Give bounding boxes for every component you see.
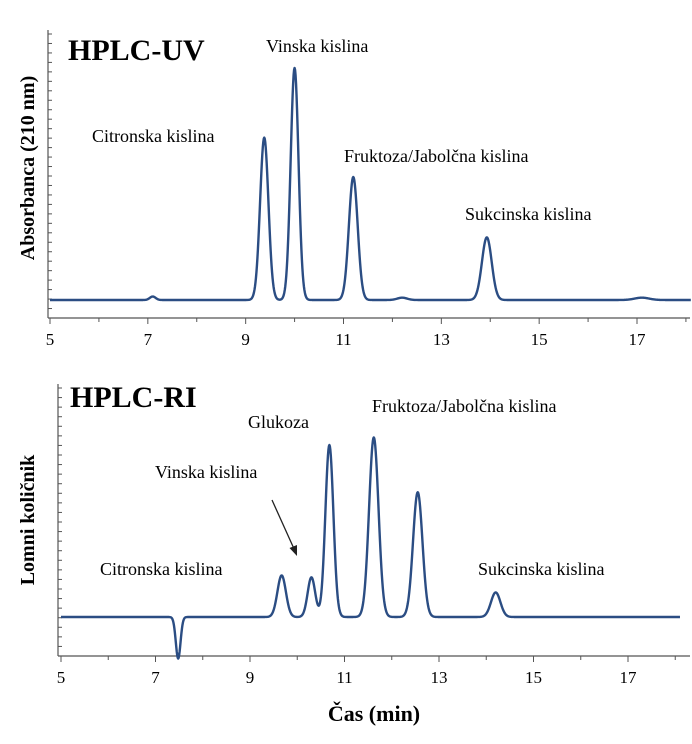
ri-panel: HPLC-RI Lomni količnik 5 7 9 11 13 15 17 Gluko… bbox=[17, 381, 690, 726]
ri-label-fruktoza-jabolcna: Fruktoza/Jabolčna kislina bbox=[372, 396, 556, 416]
ri-label-glukoza: Glukoza bbox=[248, 412, 309, 432]
ri-y-axis-label: Lomni količnik bbox=[17, 454, 39, 585]
uv-y-axis-label: Absorbanca (210 nm) bbox=[17, 76, 39, 260]
ri-x-axis-label: Čas (min) bbox=[328, 701, 420, 726]
ri-x-ticks: 5 7 9 11 13 15 17 bbox=[57, 656, 676, 687]
uv-panel: HPLC-UV Absorbanca (210 nm) 5 7 9 11 13 15 17 … bbox=[17, 30, 692, 349]
uv-trace-line bbox=[49, 66, 692, 302]
ri-label-sukcinska: Sukcinska kislina bbox=[478, 559, 605, 579]
uv-panel-title: HPLC-UV bbox=[68, 34, 205, 67]
uv-x-tick-label-7: 7 bbox=[144, 330, 153, 349]
ri-y-ticks bbox=[58, 387, 62, 657]
uv-x-tick-label-9: 9 bbox=[241, 330, 250, 349]
uv-x-tick-label-15: 15 bbox=[531, 330, 548, 349]
uv-x-tick-label-13: 13 bbox=[433, 330, 450, 349]
uv-y-ticks bbox=[48, 33, 52, 319]
ri-trace-line bbox=[60, 436, 681, 660]
ri-label-citronska: Citronska kislina bbox=[100, 559, 223, 579]
ri-label-vinska: Vinska kislina bbox=[155, 462, 257, 482]
uv-label-vinska: Vinska kislina bbox=[266, 36, 368, 56]
ri-x-tick-label-17: 17 bbox=[620, 668, 638, 687]
uv-label-sukcinska: Sukcinska kislina bbox=[465, 204, 592, 224]
ri-x-tick-label-15: 15 bbox=[525, 668, 542, 687]
uv-x-tick-label-11: 11 bbox=[335, 330, 351, 349]
uv-label-citronska: Citronska kislina bbox=[92, 126, 215, 146]
ri-arrow-vinska bbox=[271, 499, 297, 556]
ri-x-tick-label-13: 13 bbox=[431, 668, 448, 687]
uv-x-tick-label-17: 17 bbox=[629, 330, 647, 349]
ri-panel-title: HPLC-RI bbox=[70, 381, 197, 414]
ri-x-tick-label-9: 9 bbox=[246, 668, 255, 687]
ri-x-tick-label-7: 7 bbox=[151, 668, 160, 687]
ri-x-tick-label-11: 11 bbox=[336, 668, 352, 687]
ri-x-tick-label-5: 5 bbox=[57, 668, 66, 687]
uv-x-ticks: 5 7 9 11 13 15 17 bbox=[46, 318, 687, 349]
uv-label-fruktoza-jabolcna: Fruktoza/Jabolčna kislina bbox=[344, 146, 528, 166]
uv-x-tick-label-5: 5 bbox=[46, 330, 55, 349]
